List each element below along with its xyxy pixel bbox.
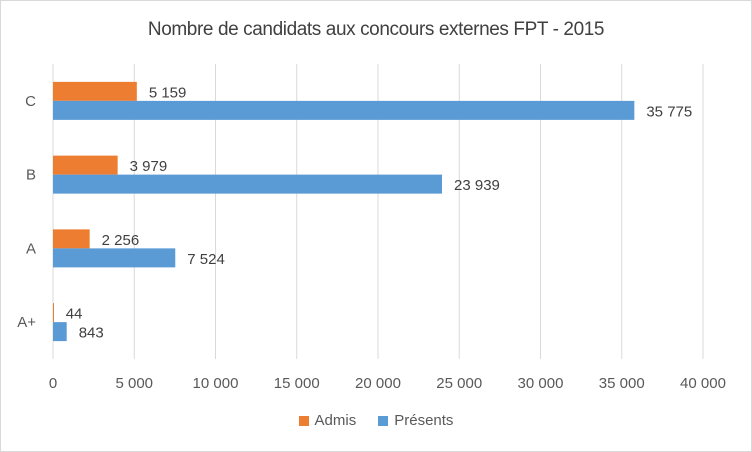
legend-label-admis: Admis [314,412,357,429]
bar-admis-3 [53,303,54,323]
x-tick-label-2: 10 000 [193,375,239,392]
bar-presents-1 [53,174,443,194]
bar-admis-2 [53,229,90,249]
legend-swatch-admis [298,415,309,426]
category-label-0: C [25,93,36,110]
x-tick-label-4: 20 000 [355,375,401,392]
data-label-0-1: 3 979 [130,158,168,175]
chart-title: Nombre de candidats aux concours externe… [147,19,605,40]
x-tick-label-6: 30 000 [518,375,564,392]
bar-presents-2 [53,248,176,268]
x-tick-label-7: 35 000 [599,375,645,392]
data-label-1-3: 843 [79,325,104,342]
x-tick-label-5: 25 000 [436,375,482,392]
legend-label-presents: Présents [394,412,454,429]
bar-admis-1 [53,155,118,175]
legend: Admis Présents [1,412,751,429]
x-tick-label-1: 5 000 [115,375,153,392]
bar-admis-0 [53,81,137,101]
x-tick-label-0: 0 [49,375,57,392]
x-tick-label-3: 15 000 [274,375,320,392]
data-label-1-2: 7 524 [187,251,225,268]
category-label-3: A+ [17,314,36,331]
data-label-1-1: 23 939 [454,177,500,194]
legend-item-admis: Admis [298,412,357,429]
bar-presents-0 [53,100,635,120]
x-tick-label-8: 40 000 [680,375,726,392]
data-label-0-3: 44 [66,306,83,323]
legend-item-presents: Présents [378,412,453,429]
legend-swatch-presents [378,415,389,426]
data-label-1-0: 35 775 [646,103,692,120]
data-label-0-0: 5 159 [149,84,187,101]
category-label-1: B [26,167,36,184]
category-label-2: A [26,240,36,257]
data-label-0-2: 2 256 [102,232,140,249]
bar-presents-3 [53,322,67,342]
